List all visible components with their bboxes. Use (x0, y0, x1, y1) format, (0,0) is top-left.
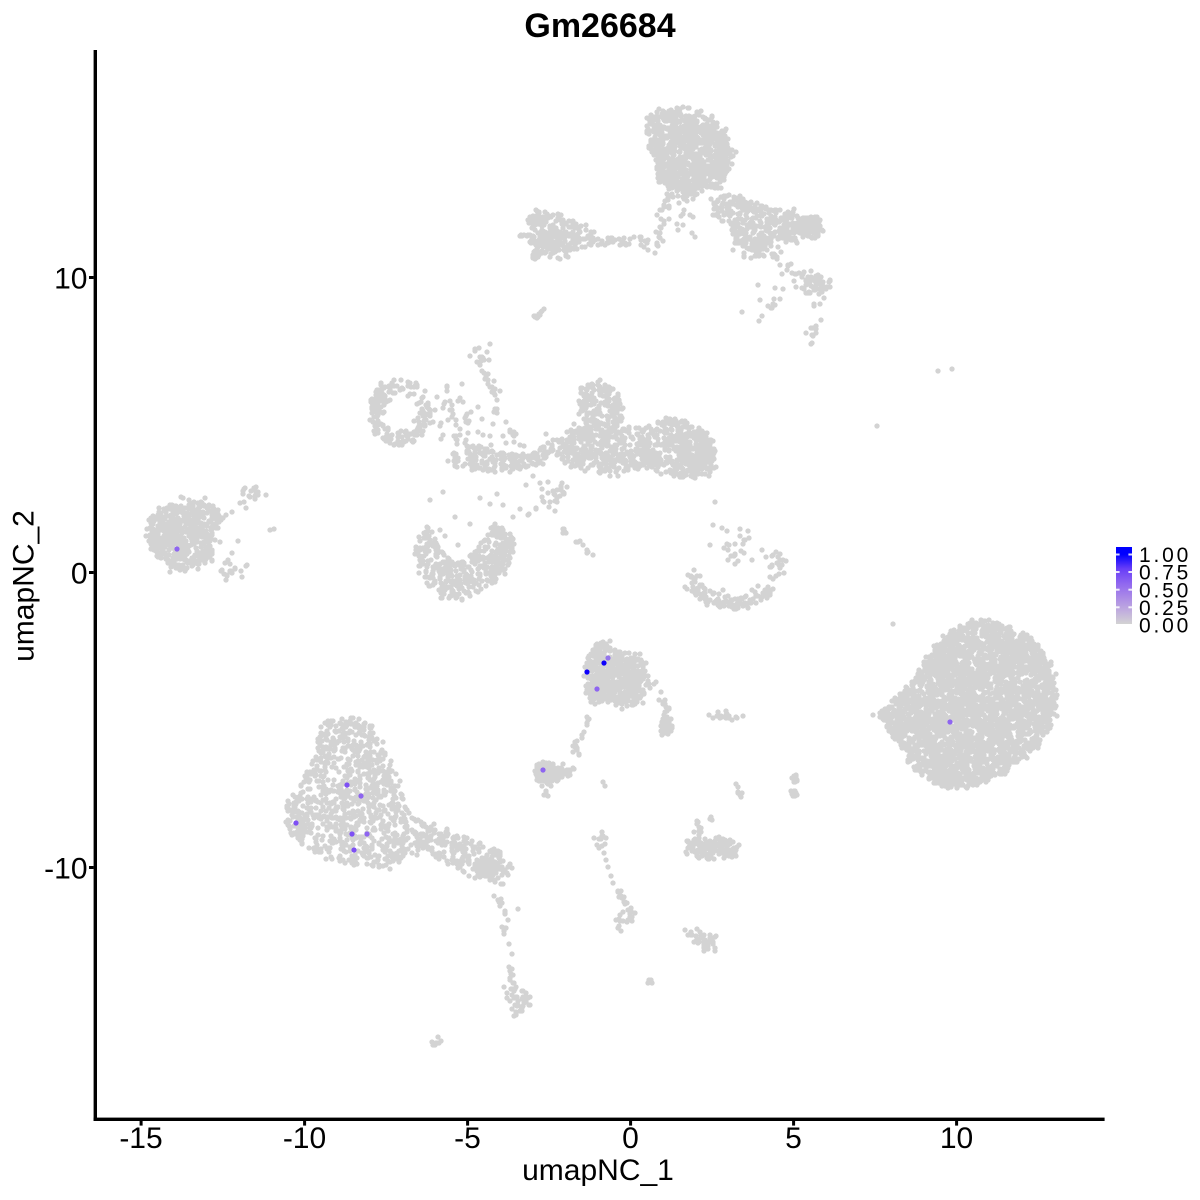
svg-text:-15: -15 (119, 1122, 162, 1155)
svg-text:10: 10 (54, 263, 87, 296)
svg-text:5: 5 (785, 1122, 802, 1155)
svg-text:-10: -10 (283, 1122, 326, 1155)
svg-text:1.00: 1.00 (1139, 544, 1191, 567)
svg-text:-5: -5 (454, 1122, 481, 1155)
svg-text:0.25: 0.25 (1139, 597, 1191, 620)
svg-text:0.00: 0.00 (1139, 615, 1191, 638)
svg-text:0: 0 (622, 1122, 639, 1155)
svg-text:0: 0 (71, 558, 88, 591)
svg-text:0.75: 0.75 (1139, 562, 1191, 585)
svg-text:10: 10 (940, 1122, 973, 1155)
svg-text:umapNC_2: umapNC_2 (8, 510, 41, 662)
svg-text:umapNC_1: umapNC_1 (522, 1154, 674, 1187)
svg-text:Gm26684: Gm26684 (524, 7, 675, 45)
svg-text:0.50: 0.50 (1139, 579, 1191, 602)
svg-text:-10: -10 (44, 853, 87, 886)
